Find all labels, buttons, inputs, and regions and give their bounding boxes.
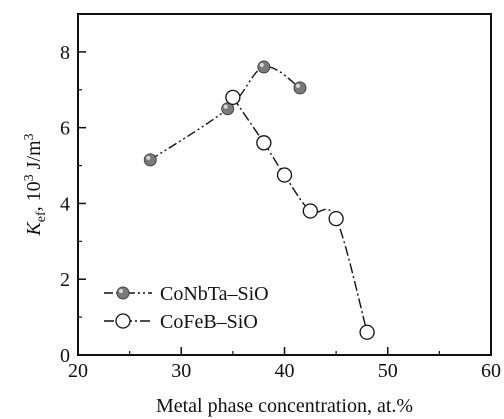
series-line-1 bbox=[149, 66, 301, 161]
x-axis-label: Metal phase concentration, at.% bbox=[156, 395, 413, 417]
data-point-series-2 bbox=[276, 167, 293, 183]
axis-ticks: 20 30 40 50 60 0 2 4 6 8 bbox=[60, 42, 501, 382]
legend-marker-2 bbox=[115, 313, 131, 329]
data-point-series-2 bbox=[302, 203, 318, 219]
x-tick-label: 60 bbox=[481, 360, 501, 382]
data-point-series-2 bbox=[225, 89, 241, 106]
x-tick-label: 20 bbox=[68, 360, 88, 382]
data-point-series-1 bbox=[257, 60, 271, 74]
x-tick-label: 30 bbox=[171, 360, 191, 382]
series-curves bbox=[149, 66, 368, 333]
legend: CoNbTa–SiO CoFeB–SiO bbox=[104, 283, 269, 333]
plot-frame bbox=[77, 13, 492, 356]
y-label-scale: , 10 bbox=[23, 181, 45, 211]
y-tick-label: 6 bbox=[60, 118, 70, 140]
y-tick-label: 2 bbox=[60, 269, 70, 291]
y-label-subscript: ef bbox=[34, 211, 49, 222]
legend-marker-1 bbox=[116, 286, 130, 300]
data-point-series-1 bbox=[143, 153, 157, 167]
series-markers bbox=[143, 60, 375, 340]
data-point-series-2 bbox=[256, 135, 272, 151]
y-label-exponent: 3 bbox=[22, 174, 37, 181]
data-point-series-1-highlight bbox=[259, 63, 264, 68]
data-point-series-2 bbox=[359, 324, 375, 340]
legend-marker-1-highlight bbox=[119, 289, 123, 293]
x-tick-label: 50 bbox=[378, 360, 398, 382]
y-label-unit: J/m bbox=[23, 140, 45, 174]
data-point-series-1 bbox=[293, 81, 307, 95]
data-point-series-2 bbox=[328, 210, 344, 227]
series-line-2 bbox=[232, 96, 368, 333]
x-tick-label: 40 bbox=[275, 360, 295, 382]
y-tick-label: 0 bbox=[60, 345, 70, 367]
y-label-symbol: K bbox=[23, 221, 45, 237]
y-tick-label: 8 bbox=[60, 42, 70, 64]
legend-label-2: CoFeB–SiO bbox=[160, 311, 258, 333]
y-axis-label: Kef, 103 J/m3 bbox=[22, 133, 49, 236]
data-point-series-1-highlight bbox=[295, 83, 300, 88]
y-tick-label: 4 bbox=[60, 193, 70, 215]
data-point-series-1-highlight bbox=[223, 104, 228, 109]
data-point-series-1-highlight bbox=[146, 155, 151, 160]
legend-label-1: CoNbTa–SiO bbox=[160, 283, 269, 305]
y-label-unit-exponent: 3 bbox=[22, 133, 37, 140]
